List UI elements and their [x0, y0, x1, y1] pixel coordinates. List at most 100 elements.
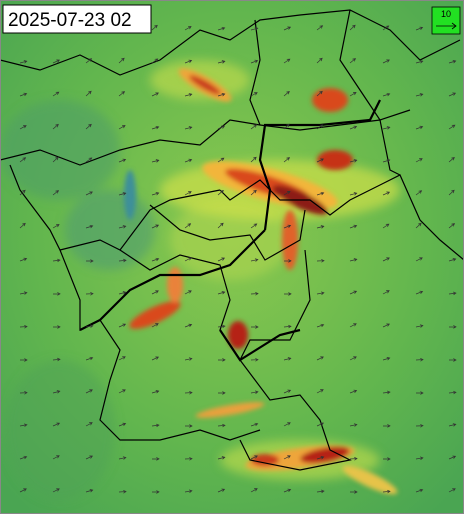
wind-arrows	[19, 24, 457, 494]
wind-arrow	[85, 259, 94, 263]
wind-arrow	[85, 422, 93, 427]
wind-arrow	[316, 25, 324, 31]
legend-arrow	[436, 22, 457, 30]
wind-arrow	[448, 60, 457, 64]
wind-arrow	[52, 258, 61, 263]
wind-arrow	[316, 356, 324, 361]
wind-arrow	[382, 159, 391, 163]
wind-arrow	[415, 190, 423, 196]
wind-arrow	[250, 291, 259, 296]
wind-arrow	[415, 391, 424, 395]
wind-arrow	[349, 258, 358, 262]
wind-arrow	[52, 224, 60, 229]
wind-arrow	[52, 91, 60, 97]
wind-arrow	[19, 60, 28, 64]
wind-arrow	[415, 222, 422, 229]
wind-arrow	[52, 325, 61, 329]
wind-arrow	[151, 457, 160, 461]
wind-arrow	[316, 291, 325, 295]
wind-arrow	[283, 488, 292, 493]
wind-arrow	[19, 455, 28, 460]
wind-arrow	[382, 290, 390, 295]
wind-arrow	[382, 92, 391, 97]
wind-arrow	[118, 192, 127, 196]
wind-arrow	[217, 358, 226, 362]
wind-arrow	[415, 488, 424, 493]
wind-arrow	[217, 157, 225, 163]
wind-arrow	[52, 123, 59, 130]
wind-arrow	[151, 323, 159, 328]
wind-arrow	[52, 422, 61, 427]
wind-arrow	[52, 156, 59, 163]
wind-arrow	[448, 423, 457, 427]
wind-arrow	[217, 93, 226, 97]
wind-arrow	[415, 158, 423, 163]
wind-arrow	[415, 257, 423, 262]
wind-arrow	[382, 457, 391, 461]
wind-arrow	[382, 424, 391, 428]
wind-arrow	[250, 156, 257, 163]
wind-arrow	[184, 191, 192, 196]
wind-arrow	[118, 91, 126, 97]
wind-arrow	[151, 290, 159, 295]
wind-arrow	[184, 93, 193, 97]
wind-arrow	[382, 357, 391, 361]
wind-arrow	[85, 157, 93, 163]
wind-arrow	[19, 125, 27, 130]
wind-arrow	[283, 422, 291, 427]
wind-arrow	[118, 258, 127, 263]
wind-arrow	[316, 323, 325, 328]
wind-arrow	[118, 225, 127, 229]
wind-arrow	[118, 57, 125, 64]
wind-arrow	[217, 423, 226, 428]
wind-arrow	[283, 259, 292, 263]
wind-arrow	[85, 292, 94, 296]
wind-arrow	[382, 323, 391, 328]
wind-arrow	[283, 389, 292, 394]
wind-arrow	[151, 24, 158, 31]
legend-box	[431, 6, 461, 35]
major-borders	[79, 99, 381, 362]
wind-arrow	[250, 124, 258, 130]
wind-arrow	[250, 325, 259, 329]
wind-arrow	[415, 93, 424, 97]
wind-arrow	[184, 390, 193, 395]
wind-arrow	[283, 90, 290, 97]
wind-arrow	[250, 189, 257, 196]
wind-arrow	[118, 489, 127, 494]
wind-arrow	[217, 324, 226, 329]
wind-arrow	[382, 191, 391, 196]
wind-arrow	[349, 456, 358, 461]
borders	[0, 9, 464, 471]
wind-arrow	[118, 389, 126, 394]
wind-arrow	[415, 290, 424, 295]
wind-arrow	[151, 356, 160, 361]
wind-arrow	[283, 123, 290, 130]
wind-arrow	[250, 92, 258, 97]
wind-arrow	[316, 489, 325, 494]
wind-arrow	[52, 357, 61, 362]
wind-arrow	[250, 358, 259, 362]
wind-arrow	[349, 323, 357, 328]
wind-arrow	[118, 125, 126, 130]
wind-arrow	[217, 391, 226, 395]
wind-arrow	[52, 488, 60, 493]
wind-arrow	[415, 424, 424, 428]
wind-arrow	[415, 456, 424, 460]
wind-arrow	[250, 258, 259, 262]
wind-arrow	[250, 223, 258, 229]
wind-arrow	[382, 390, 391, 395]
wind-arrow	[217, 26, 226, 31]
wind-arrow	[250, 488, 258, 493]
wind-arrow	[415, 324, 424, 328]
wind-arrow	[19, 291, 28, 295]
wind-arrow	[184, 126, 193, 130]
wind-arrow	[85, 224, 94, 229]
legend-label: 10	[441, 9, 451, 19]
timestamp: 2025-07-23 02	[8, 10, 132, 31]
wind-arrow	[448, 325, 457, 329]
wind-arrow	[184, 323, 193, 328]
wind-arrow	[316, 90, 323, 97]
wind-arrow	[85, 58, 93, 64]
wind-arrow	[448, 189, 455, 196]
